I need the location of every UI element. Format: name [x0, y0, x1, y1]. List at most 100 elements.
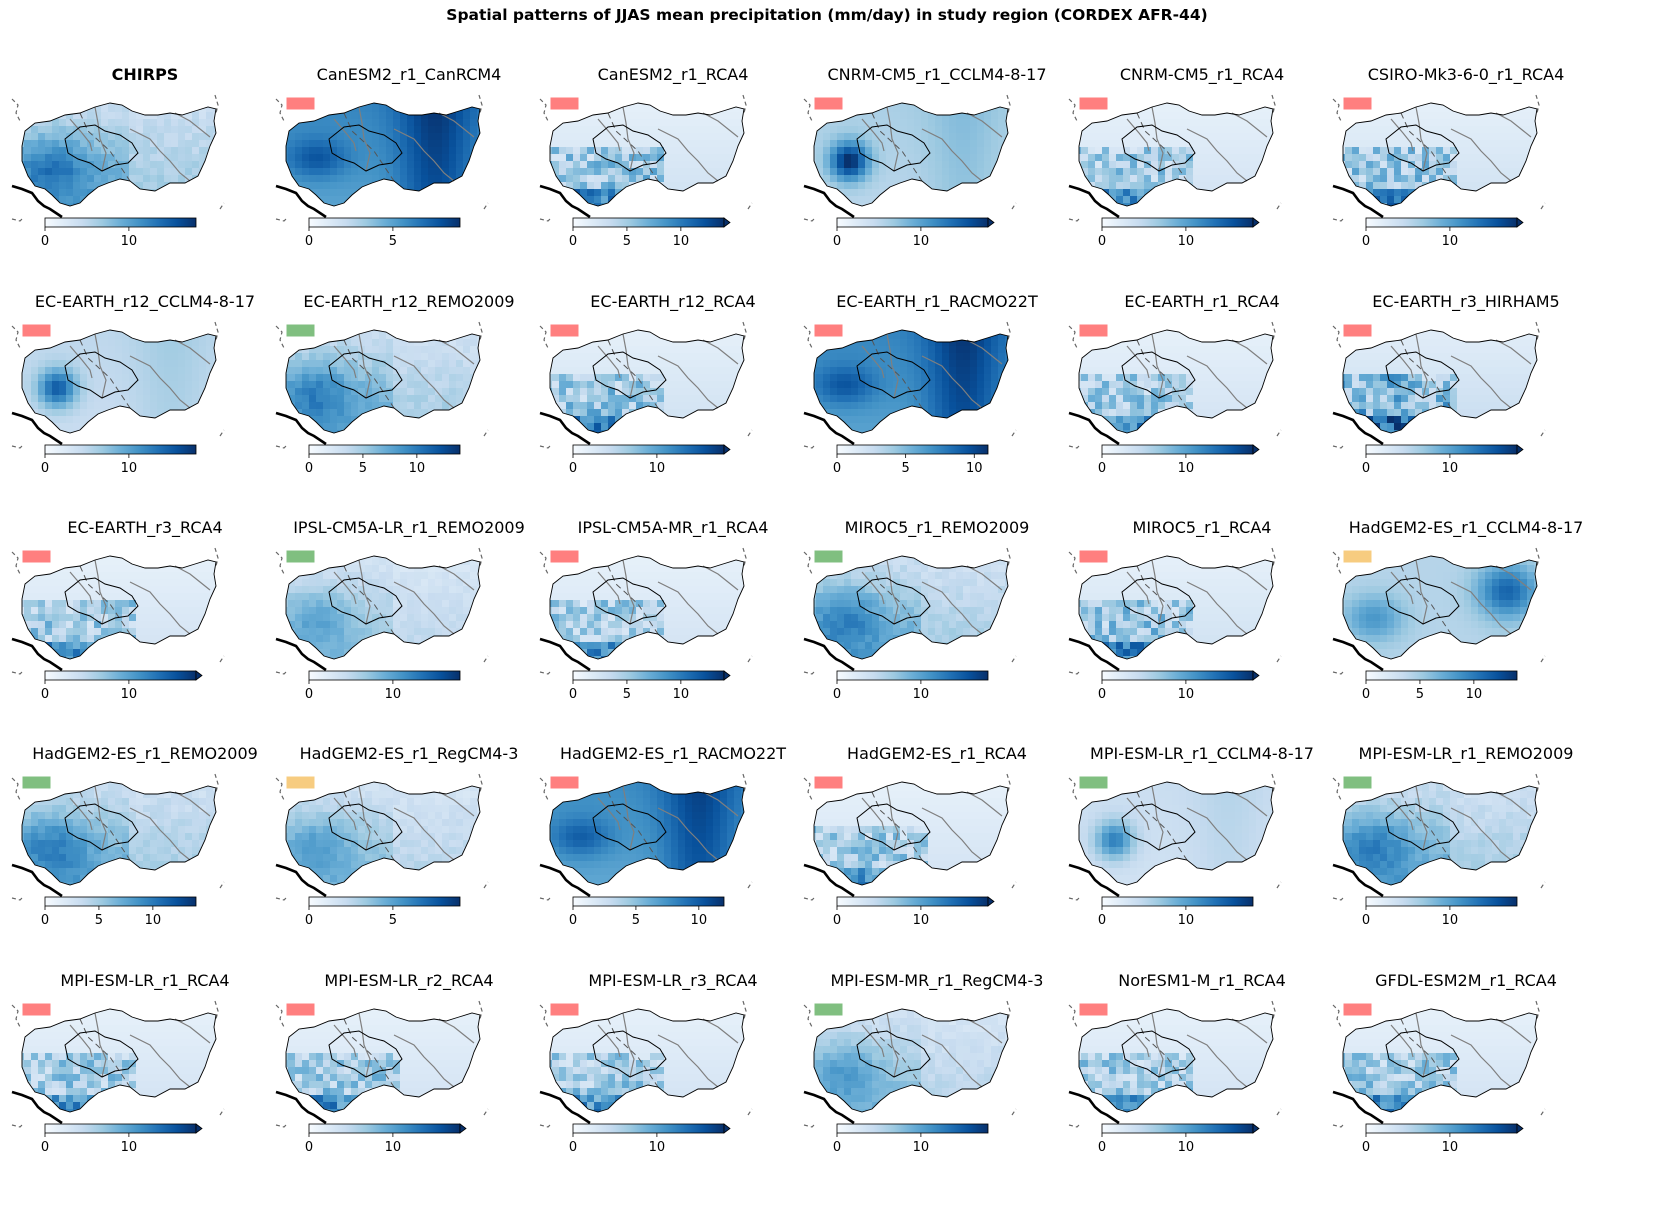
grid-cell	[24, 318, 32, 326]
grid-cell	[844, 182, 852, 190]
grid-cell	[580, 119, 588, 127]
grid-cell	[45, 140, 53, 148]
grid-cell	[59, 105, 67, 113]
grid-cell	[1277, 161, 1285, 169]
grid-cell	[24, 217, 32, 225]
grid-cell	[893, 210, 901, 218]
grid-cell	[220, 416, 228, 424]
grid-cell	[288, 346, 296, 354]
grid-cell	[31, 217, 39, 225]
grid-cell	[38, 346, 46, 354]
grid-cell	[594, 210, 602, 218]
grid-cell	[928, 140, 936, 148]
grid-cell	[150, 395, 158, 403]
grid-cell	[400, 105, 408, 113]
grid-cell	[977, 133, 985, 141]
grid-cell	[1067, 196, 1075, 204]
grid-cell	[692, 196, 700, 204]
grid-cell	[101, 339, 109, 347]
grid-cell	[1429, 182, 1437, 190]
grid-cell	[80, 318, 88, 326]
grid-cell	[1345, 140, 1353, 148]
grid-cell	[80, 147, 88, 155]
grid-cell	[650, 112, 658, 120]
grid-cell	[122, 161, 130, 169]
grid-cell	[837, 133, 845, 141]
grid-cell	[52, 91, 60, 99]
grid-cell	[365, 402, 373, 410]
grid-cell	[1005, 224, 1013, 232]
grid-cell	[379, 360, 387, 368]
grid-cell	[1221, 105, 1229, 113]
grid-cell	[24, 353, 32, 361]
grid-cell	[45, 154, 53, 162]
grid-cell	[199, 367, 207, 375]
grid-cell	[150, 105, 158, 113]
grid-cell	[1158, 175, 1166, 183]
grid-cell	[393, 402, 401, 410]
grid-cell	[213, 168, 216, 176]
coastline	[11, 184, 63, 219]
grid-cell	[115, 353, 123, 361]
grid-cell	[38, 126, 46, 134]
grid-cell	[991, 112, 999, 120]
grid-cell	[1200, 175, 1208, 183]
grid-cell	[671, 119, 679, 127]
grid-cell	[1200, 103, 1208, 106]
grid-cell	[379, 140, 387, 148]
grid-cell	[657, 147, 665, 155]
grid-cell	[685, 140, 693, 148]
grid-cell	[1193, 112, 1201, 120]
panel-title: CSIRO-Mk3-6-0_r1_RCA4	[1367, 65, 1565, 84]
grid-cell	[421, 119, 429, 127]
grid-cell	[942, 103, 950, 106]
grid-cell	[407, 147, 415, 155]
grid-cell	[872, 126, 880, 134]
grid-cell	[24, 409, 32, 417]
grid-cell	[400, 430, 408, 433]
grid-cell	[1116, 168, 1124, 176]
grid-cell	[484, 161, 492, 169]
grid-cell	[323, 318, 331, 326]
grid-cell	[1270, 175, 1273, 183]
grid-cell	[129, 388, 137, 396]
grid-cell	[914, 168, 922, 176]
grid-cell	[1387, 175, 1395, 183]
river-line	[1186, 128, 1248, 182]
grid-cell	[372, 395, 380, 403]
grid-cell	[87, 168, 95, 176]
grid-cell	[1478, 161, 1486, 169]
grid-cell	[449, 105, 457, 113]
grid-cell	[893, 119, 901, 127]
grid-cell	[1005, 140, 1008, 148]
grid-cell	[24, 140, 32, 148]
grid-cell	[837, 147, 845, 155]
grid-cell	[108, 210, 116, 218]
grid-cell	[164, 353, 172, 361]
grid-cell	[1443, 119, 1451, 127]
grid-cell	[17, 224, 25, 232]
grid-cell	[101, 189, 109, 197]
grid-cell	[295, 126, 303, 134]
grid-cell	[10, 430, 18, 438]
grid-cell	[31, 395, 39, 403]
country-border	[275, 98, 285, 122]
grid-cell	[1345, 203, 1353, 206]
classification-flag	[550, 97, 579, 110]
grid-cell	[1172, 126, 1180, 134]
region-outline	[549, 102, 745, 207]
grid-cell	[1380, 189, 1388, 197]
grid-cell	[87, 126, 95, 134]
grid-cell	[552, 168, 560, 176]
grid-cell	[286, 196, 289, 204]
grid-cell	[566, 119, 574, 127]
grid-cell	[108, 346, 116, 354]
grid-cell	[185, 374, 193, 382]
grid-cell	[1408, 168, 1416, 176]
grid-cell	[351, 388, 359, 396]
grid-cell	[748, 224, 756, 232]
grid-cell	[199, 175, 207, 183]
grid-cell	[1235, 168, 1243, 176]
grid-cell	[24, 444, 32, 452]
grid-cell	[963, 105, 971, 113]
